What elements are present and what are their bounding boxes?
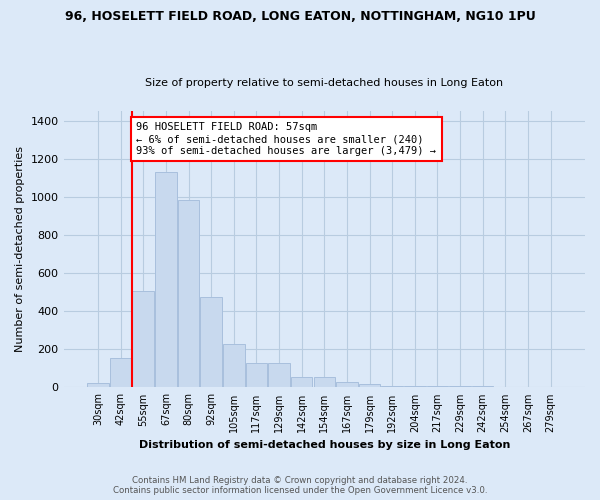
Bar (314, 377, 335, 388)
Text: Contains HM Land Registry data © Crown copyright and database right 2024.
Contai: Contains HM Land Registry data © Crown c… (113, 476, 487, 495)
Bar (472, 386, 493, 388)
Bar (449, 386, 471, 388)
Text: 96, HOSELETT FIELD ROAD, LONG EATON, NOTTINGHAM, NG10 1PU: 96, HOSELETT FIELD ROAD, LONG EATON, NOT… (65, 10, 535, 23)
X-axis label: Distribution of semi-detached houses by size in Long Eaton: Distribution of semi-detached houses by … (139, 440, 510, 450)
Bar (133, 291, 154, 388)
Bar (382, 386, 403, 388)
Bar (110, 358, 131, 388)
Bar (200, 297, 222, 388)
Bar (155, 172, 176, 388)
Y-axis label: Number of semi-detached properties: Number of semi-detached properties (15, 146, 25, 352)
Bar (427, 386, 448, 388)
Bar (494, 387, 516, 388)
Title: Size of property relative to semi-detached houses in Long Eaton: Size of property relative to semi-detach… (145, 78, 503, 88)
Bar (404, 386, 425, 388)
Bar (268, 362, 290, 388)
Bar (291, 377, 313, 388)
Bar (223, 344, 245, 388)
Bar (336, 382, 358, 388)
Text: 96 HOSELETT FIELD ROAD: 57sqm
← 6% of semi-detached houses are smaller (240)
93%: 96 HOSELETT FIELD ROAD: 57sqm ← 6% of se… (136, 122, 436, 156)
Bar (178, 200, 199, 388)
Bar (87, 382, 109, 388)
Bar (245, 362, 267, 388)
Bar (359, 384, 380, 388)
